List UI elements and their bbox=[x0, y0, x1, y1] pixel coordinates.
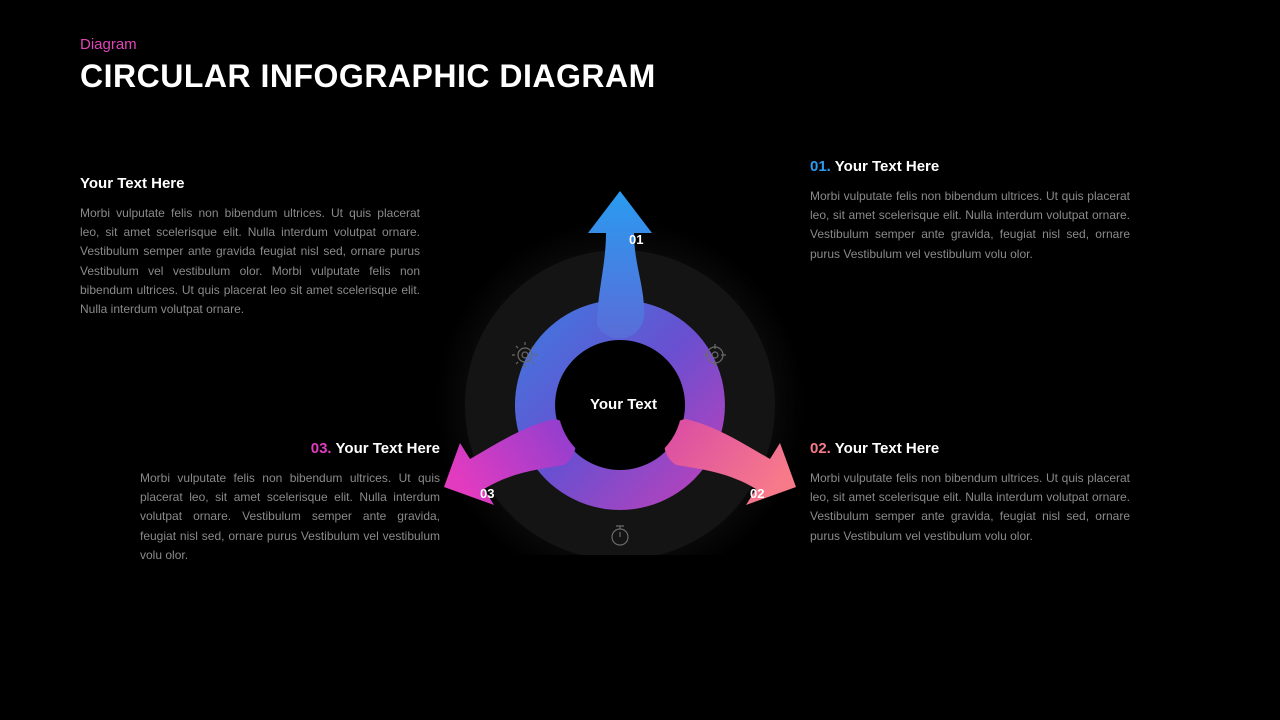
block-02-body: Morbi vulputate felis non bibendum ultri… bbox=[810, 469, 1130, 546]
block-03-body: Morbi vulputate felis non bibendum ultri… bbox=[140, 469, 440, 565]
block-02-heading: 02. Your Text Here bbox=[810, 440, 1130, 457]
page-title: CIRCULAR INFOGRAPHIC DIAGRAM bbox=[80, 58, 656, 95]
text-block-intro: Your Text Here Morbi vulputate felis non… bbox=[80, 175, 420, 319]
intro-body: Morbi vulputate felis non bibendum ultri… bbox=[80, 204, 420, 319]
block-02-num: 02. bbox=[810, 440, 831, 457]
text-block-03: 03. Your Text Here Morbi vulputate felis… bbox=[140, 440, 440, 565]
text-block-01: 01. Your Text Here Morbi vulputate felis… bbox=[810, 158, 1130, 264]
block-01-num: 01. bbox=[810, 158, 831, 175]
arrow-label-03: 03 bbox=[480, 486, 494, 501]
page-subtitle: Diagram bbox=[80, 36, 137, 53]
block-01-title: Your Text Here bbox=[835, 158, 939, 175]
text-block-02: 02. Your Text Here Morbi vulputate felis… bbox=[810, 440, 1130, 546]
block-02-title: Your Text Here bbox=[835, 440, 939, 457]
arrow-label-01: 01 bbox=[629, 232, 643, 247]
block-03-title: Your Text Here bbox=[336, 440, 440, 457]
block-03-num: 03. bbox=[311, 440, 332, 457]
block-01-body: Morbi vulputate felis non bibendum ultri… bbox=[810, 187, 1130, 264]
arrow-label-02: 02 bbox=[750, 486, 764, 501]
intro-heading: Your Text Here bbox=[80, 175, 420, 192]
block-01-heading: 01. Your Text Here bbox=[810, 158, 1130, 175]
block-03-heading: 03. Your Text Here bbox=[140, 440, 440, 457]
center-label: Your Text bbox=[590, 396, 657, 413]
